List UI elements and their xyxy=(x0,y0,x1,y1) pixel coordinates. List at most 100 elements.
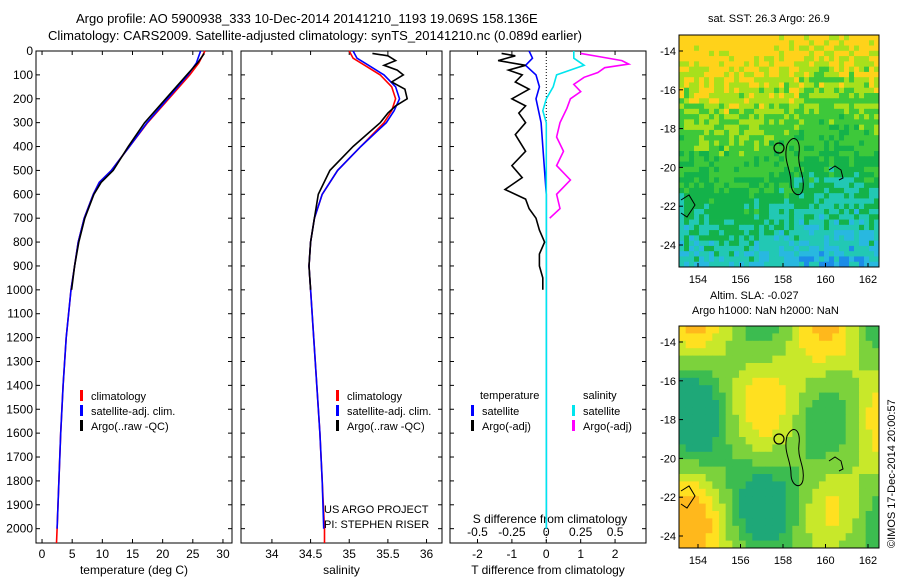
map-cell xyxy=(739,161,745,168)
map-cell xyxy=(832,348,840,356)
map-cell xyxy=(779,71,785,78)
map-cell xyxy=(854,156,860,162)
map-cell xyxy=(805,503,813,512)
map-cell xyxy=(854,209,860,215)
map-cell xyxy=(779,129,785,136)
map-cell xyxy=(712,437,720,445)
map-cell xyxy=(764,224,770,231)
map-cell xyxy=(814,40,820,46)
map-cell xyxy=(825,444,833,453)
map-cell xyxy=(799,56,805,62)
map-cell xyxy=(834,166,840,173)
map-cell xyxy=(704,235,710,242)
map-cell xyxy=(799,61,805,68)
map-cell xyxy=(824,61,830,68)
map-cell xyxy=(794,161,800,168)
map-cell xyxy=(824,35,830,41)
map-cell xyxy=(725,429,733,438)
map-cell xyxy=(689,119,695,126)
map-cell xyxy=(785,437,793,445)
map-cell xyxy=(739,114,745,120)
map-cell xyxy=(712,459,720,467)
map-cell xyxy=(699,444,707,453)
map-cell xyxy=(794,71,800,78)
map-cell xyxy=(734,71,740,78)
y-tick-label: 1400 xyxy=(6,378,33,392)
map-cell xyxy=(854,151,860,157)
map-cell xyxy=(805,392,813,401)
map-cell xyxy=(874,203,880,210)
map-cell xyxy=(789,161,795,168)
map-cell xyxy=(679,385,687,393)
map-cell xyxy=(864,219,870,226)
map-cell xyxy=(779,474,787,482)
map-cell xyxy=(754,93,760,99)
map-cell xyxy=(745,407,753,416)
map-cell xyxy=(692,496,700,504)
map-cell xyxy=(729,187,735,194)
map-cell xyxy=(779,209,785,215)
map-cell xyxy=(739,35,745,41)
map-cell xyxy=(799,511,807,519)
map-cell xyxy=(779,161,785,168)
map-cell xyxy=(814,224,820,231)
map-cell xyxy=(729,129,735,136)
map-cell xyxy=(812,533,820,541)
map-cell xyxy=(824,135,830,141)
map-cell xyxy=(874,87,880,94)
map-cell xyxy=(825,518,833,527)
map-cell xyxy=(794,87,800,94)
map-cell xyxy=(854,98,860,104)
map-cell xyxy=(849,61,855,68)
map-cell xyxy=(754,251,760,257)
map-cell xyxy=(774,114,780,120)
map-cell xyxy=(845,377,853,386)
map-cell xyxy=(769,140,775,147)
map-cell xyxy=(739,370,747,379)
map-cell xyxy=(714,108,720,115)
map-cell xyxy=(704,119,710,126)
map-cell xyxy=(769,187,775,194)
map-cell xyxy=(684,135,690,141)
map-cell xyxy=(845,385,853,393)
map-cell xyxy=(759,93,765,99)
map-cell xyxy=(859,240,865,247)
map-cell xyxy=(812,407,820,416)
map-cell xyxy=(685,540,693,549)
map-cell xyxy=(865,518,873,527)
series-line-2 xyxy=(308,50,401,529)
map-cell xyxy=(734,235,740,242)
map-cell xyxy=(685,466,693,475)
map-cell xyxy=(859,124,865,131)
map-cell xyxy=(739,166,745,173)
map-cell xyxy=(685,488,693,497)
x-tick-label: 35 xyxy=(343,547,357,561)
map-cell xyxy=(689,203,695,210)
map-cell xyxy=(844,98,850,104)
map-cell xyxy=(872,518,880,527)
map-cell xyxy=(865,326,873,334)
map-cell xyxy=(844,103,850,110)
map-cell xyxy=(839,340,847,349)
map-cell xyxy=(819,82,825,89)
map-cell xyxy=(705,333,713,342)
map-cell xyxy=(814,245,820,252)
map-cell xyxy=(844,187,850,194)
map-cell xyxy=(844,219,850,226)
map-cell xyxy=(869,256,875,263)
legend-head-temperature: temperature xyxy=(480,390,540,402)
map-cell xyxy=(684,77,690,83)
map-cell xyxy=(805,459,813,467)
map-cell xyxy=(839,61,845,68)
map-cell xyxy=(814,82,820,89)
map-cell xyxy=(745,437,753,445)
map-cell xyxy=(685,444,693,453)
map-cell xyxy=(724,261,730,268)
map-cell xyxy=(732,451,740,460)
map-cell xyxy=(749,124,755,131)
map-cell xyxy=(779,256,785,263)
map-cell xyxy=(679,214,685,220)
map-cell xyxy=(785,348,793,356)
map-cell xyxy=(854,50,860,57)
map-cell xyxy=(764,98,770,104)
